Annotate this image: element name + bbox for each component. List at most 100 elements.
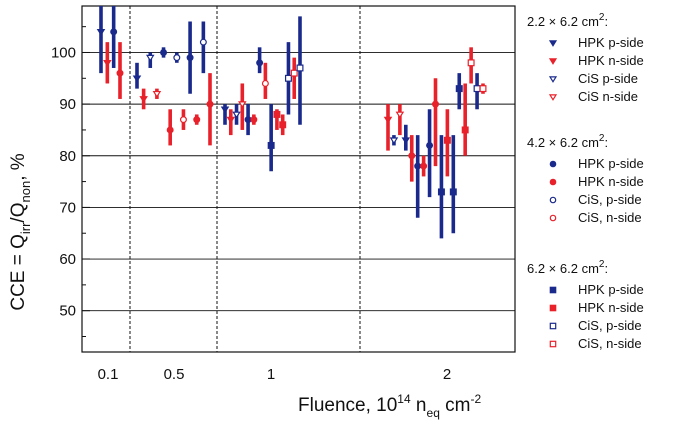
- point-marker: [226, 116, 236, 124]
- point-marker: [290, 69, 298, 77]
- legend-entry: CiS, p-side: [549, 318, 642, 333]
- legend-entry: CiS, n-side: [549, 336, 642, 351]
- point-marker: [110, 28, 118, 36]
- point-marker: [284, 74, 292, 82]
- plot-border: [81, 5, 516, 353]
- legend-marker: [549, 214, 557, 222]
- data-point: [166, 109, 174, 146]
- data-point: [199, 21, 207, 74]
- data-point: [132, 62, 142, 89]
- point-marker: [437, 188, 445, 196]
- legend-entry: HPK n-side: [548, 53, 644, 68]
- legend-marker: [549, 286, 557, 294]
- legend-marker: [549, 322, 557, 330]
- legend-label: CiS, p-side: [578, 318, 642, 333]
- data-point: [279, 114, 287, 136]
- point-marker: [389, 137, 399, 145]
- legend-entry: CiS n-side: [548, 89, 638, 104]
- data-points: [96, 6, 487, 239]
- point-marker: [132, 75, 142, 83]
- point-marker: [443, 136, 451, 144]
- legend-label: HPK n-side: [578, 174, 644, 189]
- legend-label: CiS, n-side: [578, 210, 642, 225]
- point-marker: [173, 54, 181, 62]
- point-marker: [206, 100, 214, 108]
- data-point: [139, 88, 148, 110]
- data-point: [267, 104, 275, 172]
- point-marker: [145, 54, 155, 62]
- point-marker: [179, 116, 187, 124]
- point-marker: [96, 28, 106, 36]
- point-marker: [232, 111, 241, 119]
- legend-marker: [549, 178, 557, 186]
- data-point: [426, 109, 434, 198]
- data-point: [467, 47, 475, 84]
- data-point: [110, 6, 118, 68]
- point-marker: [238, 101, 247, 109]
- data-point: [461, 83, 469, 156]
- data-point: [408, 135, 416, 182]
- legend-group-title: 4.2 × 6.2 cm2:: [527, 133, 608, 150]
- point-marker: [449, 188, 457, 196]
- point-marker: [273, 110, 281, 118]
- y-tick-label: 100: [51, 44, 76, 61]
- x-axis-ticks: 0.1 0.5 1 2: [98, 366, 452, 383]
- data-point: [395, 104, 405, 136]
- y-axis-ticks: 50 60 70 80 90 100: [51, 26, 90, 338]
- point-marker: [244, 116, 252, 124]
- point-marker: [250, 116, 258, 124]
- point-marker: [193, 116, 201, 124]
- point-marker: [479, 85, 487, 93]
- data-point: [455, 73, 463, 110]
- y-tick-label: 60: [59, 251, 76, 268]
- legend-label: HPK n-side: [578, 300, 644, 315]
- point-marker: [199, 38, 207, 46]
- point-marker: [296, 64, 304, 72]
- point-marker: [426, 141, 434, 149]
- data-point: [443, 109, 451, 177]
- legend-marker: [548, 94, 558, 101]
- legend-entry: CiS, n-side: [549, 210, 642, 225]
- legend-entry: HPK p-side: [548, 35, 644, 50]
- legend-label: HPK p-side: [578, 282, 644, 297]
- data-point: [383, 104, 393, 151]
- legend-marker: [548, 76, 558, 83]
- y-tick-label: 50: [59, 303, 76, 320]
- point-marker: [383, 116, 393, 124]
- point-marker: [139, 96, 148, 103]
- point-marker: [408, 152, 416, 160]
- legend-marker: [549, 196, 557, 204]
- legend-label: HPK p-side: [578, 156, 644, 171]
- legend-label: CiS, p-side: [578, 192, 642, 207]
- data-point: [420, 155, 428, 177]
- legend-entry: HPK n-side: [549, 300, 644, 315]
- point-marker: [220, 106, 230, 114]
- x-tick-label: 1: [267, 366, 275, 383]
- point-marker: [261, 79, 269, 87]
- data-point: [179, 109, 187, 130]
- data-point: [96, 6, 106, 74]
- x-tick-label: 2: [443, 366, 451, 383]
- legend-entry: HPK p-side: [549, 282, 644, 297]
- plot-frame: [81, 5, 516, 353]
- point-marker: [279, 121, 287, 129]
- point-marker: [256, 59, 264, 67]
- group-separators: [129, 6, 361, 352]
- legend-entry: HPK p-side: [549, 156, 644, 171]
- data-point: [256, 47, 264, 74]
- legend-marker: [549, 304, 557, 312]
- data-point: [284, 42, 292, 115]
- legend-entry: CiS p-side: [548, 71, 638, 86]
- data-point: [103, 42, 112, 84]
- legend-marker: [549, 160, 557, 168]
- legend: 2.2 × 6.2 cm2: HPK p-side HPK n-side CiS p-…: [527, 12, 644, 351]
- x-tick-label: 0.5: [164, 366, 185, 383]
- point-marker: [267, 141, 275, 149]
- data-point: [232, 104, 241, 125]
- y-axis-title: CCE = Qirr/Qnon, %: [8, 153, 33, 310]
- point-marker: [116, 69, 124, 77]
- point-marker: [152, 90, 162, 98]
- point-marker: [395, 111, 405, 119]
- point-marker: [461, 126, 469, 134]
